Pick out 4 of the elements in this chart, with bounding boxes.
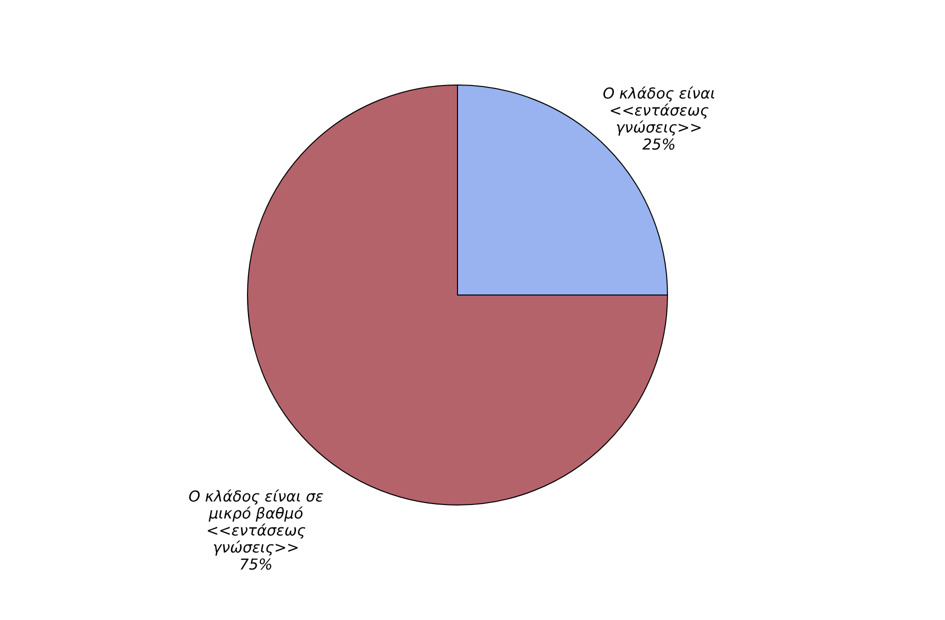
slice-label: Ο κλάδος είναι σε μικρό βαθμό <<εντάσεως γνώσεις>> — [188, 488, 324, 557]
data-label: 25% — [642, 135, 676, 154]
slice-label: Ο κλάδος είναι <<εντάσεως γνώσεις>> — [602, 84, 716, 136]
data-label: 75% — [239, 556, 273, 574]
